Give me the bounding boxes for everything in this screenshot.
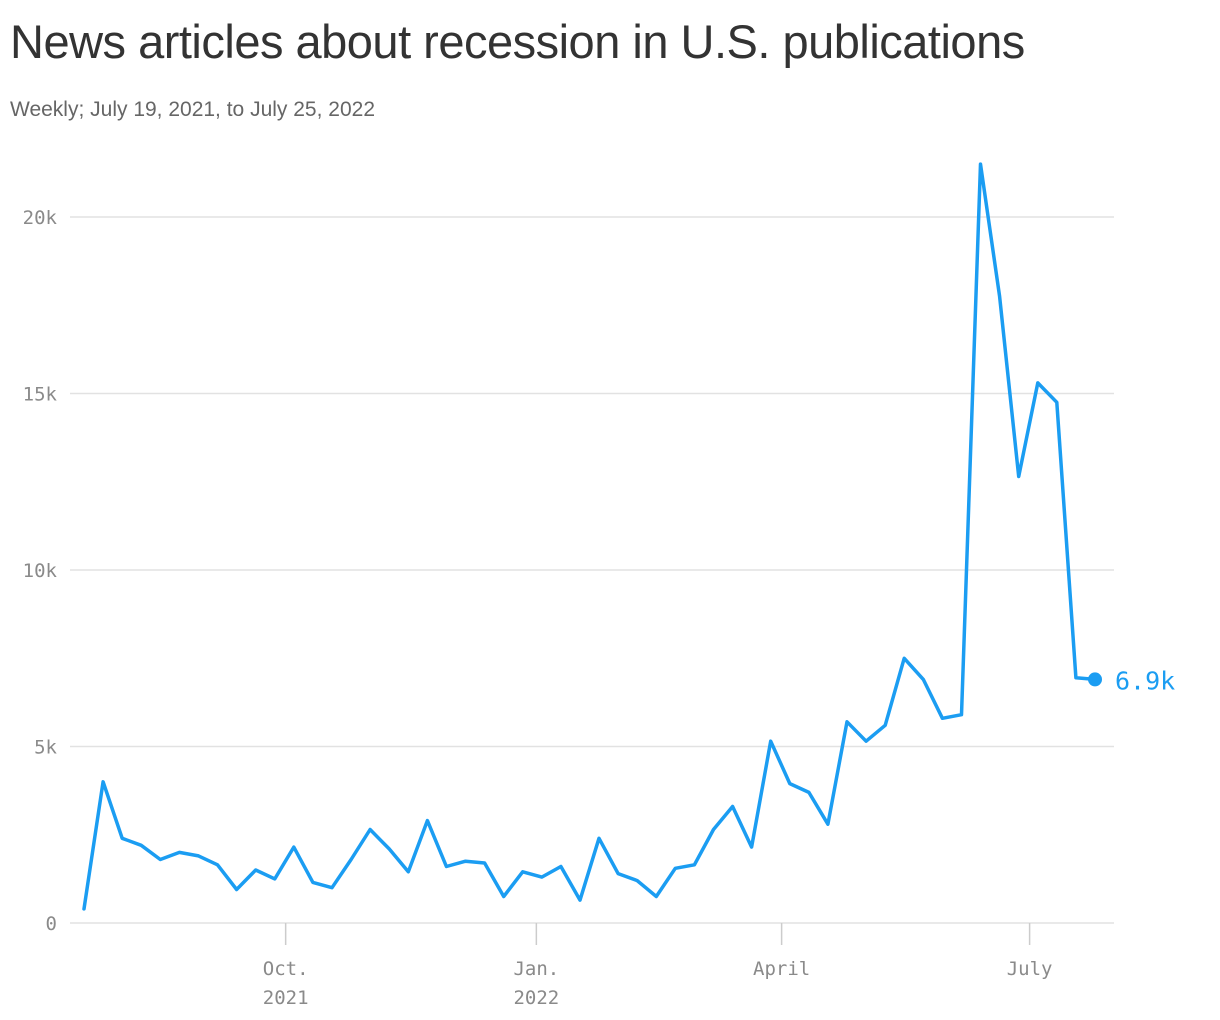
- y-tick-label: 10k: [23, 560, 58, 582]
- y-tick-label: 20k: [23, 207, 58, 229]
- chart-title: News articles about recession in U.S. pu…: [10, 15, 1025, 68]
- x-tick-label: April: [753, 958, 810, 980]
- chart-subtitle: Weekly; July 19, 2021, to July 25, 2022: [10, 98, 375, 121]
- x-tick-label: 2021: [263, 987, 309, 1009]
- y-gridlines: [70, 216, 1114, 924]
- y-tick-label: 0: [46, 913, 57, 935]
- end-point-marker: [1088, 672, 1102, 687]
- series-line: [82, 162, 1097, 911]
- end-value-label: 6.9k: [1115, 666, 1175, 695]
- y-tick-label: 5k: [34, 737, 57, 759]
- y-tick-label: 15k: [23, 384, 58, 406]
- x-tick-label: 2022: [513, 987, 559, 1009]
- x-tick-label: Oct.: [263, 958, 309, 980]
- y-axis: 0 5k 10k 15k 20k: [23, 207, 58, 935]
- x-tick-label: Jan.: [513, 958, 559, 980]
- x-axis: Oct. 2021 Jan. 2022 April July: [263, 923, 1053, 1009]
- x-tick-label: July: [1007, 958, 1053, 980]
